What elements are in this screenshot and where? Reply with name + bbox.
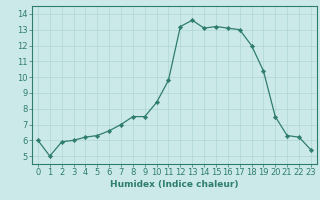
X-axis label: Humidex (Indice chaleur): Humidex (Indice chaleur)	[110, 180, 239, 189]
